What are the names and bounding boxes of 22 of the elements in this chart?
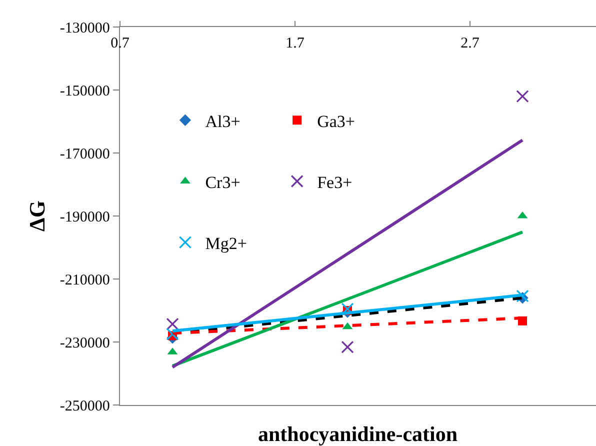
y-tick-label: -150000 [60,83,110,100]
legend-label: Al3+ [205,112,240,131]
legend-label: Mg2+ [205,234,247,253]
y-tick-label: -170000 [60,146,110,162]
x-tick-label: 1.7 [286,36,305,52]
y-tick-label: -130000 [60,20,110,36]
point [516,290,529,302]
y-tick-label: -210000 [60,272,110,288]
y-tick-label: -190000 [60,209,110,226]
x-tick-label: 0.7 [110,36,130,52]
x-axis-title: anthocyanidine-cation [258,422,458,446]
legend-label: Cr3+ [205,172,240,192]
legend-label: Ga3+ [317,112,355,131]
y-tick-label: -230000 [60,335,110,352]
point [516,90,529,103]
point [341,340,354,354]
point [166,328,179,340]
legend-label: Fe3+ [317,172,352,192]
point [166,318,179,330]
y-tick-label: -250000 [60,398,110,414]
x-tick-label: 2.7 [460,36,480,52]
y-axis-title: ΔG [24,200,50,232]
